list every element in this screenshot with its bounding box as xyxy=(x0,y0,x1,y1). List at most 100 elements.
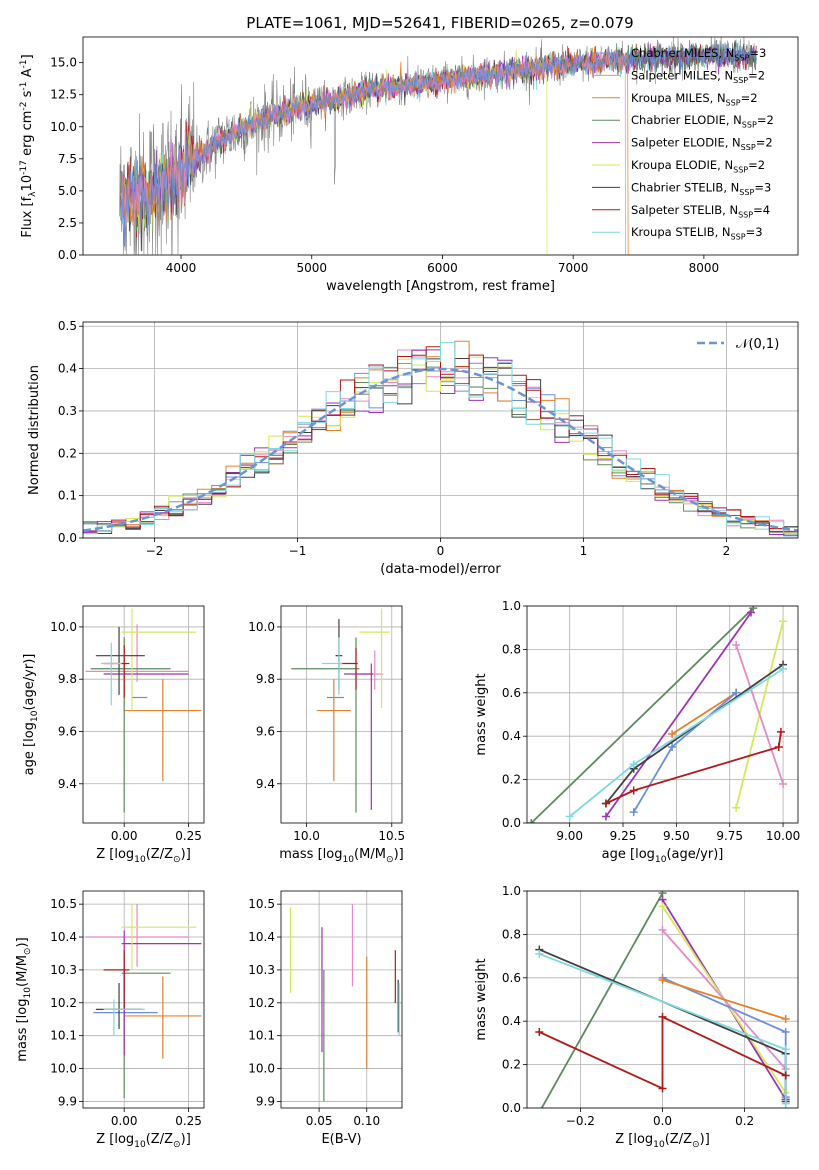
weight-marker-salpeter_miles xyxy=(658,926,667,935)
weight-line-kroupa_miles xyxy=(671,692,737,735)
age_vs_mass-x-tick-label: 10.5 xyxy=(378,829,405,843)
weight-marker-kroupa_stelib xyxy=(779,664,788,673)
label-part: (age/yr)] xyxy=(666,847,723,862)
label-part: (age/yr)] xyxy=(22,654,37,711)
label-script: 10 xyxy=(23,987,33,999)
weight-marker-kroupa_elodie xyxy=(779,617,788,626)
mass_vs_Z-y-tick-label: 10.4 xyxy=(50,930,77,944)
weight-marker-salpeter_miles xyxy=(779,779,788,788)
mass_vs_ebv-y-tick-label: 10.5 xyxy=(248,897,275,911)
spectrum-plot-area xyxy=(119,37,757,255)
residuals-x-tick-label: −1 xyxy=(289,544,307,558)
label-part: mass weight xyxy=(474,958,489,1040)
label-script: 10 xyxy=(134,855,146,865)
age_vs_mass-y-tick-label: 9.4 xyxy=(256,777,275,791)
spectrum-x-axis-label: wavelength [Angstrom, rest frame] xyxy=(326,279,555,294)
age_vs_Z-y-tick-label: 10.0 xyxy=(50,620,77,634)
age_vs_Z-y-tick-label: 9.6 xyxy=(58,724,77,738)
weight_vs_age-y-tick-label: 0.6 xyxy=(502,686,521,700)
residuals-x-axis-label: (data-model)/error xyxy=(380,562,501,577)
legend-entry-salpeter_miles: Salpeter MILES, NSSP​=2 xyxy=(631,68,765,84)
residuals-plot-area xyxy=(83,340,798,538)
residuals-axes: −2 −1 0 1 2 0.0 0.1 0.2 0.3 0.4 0.5 (data-model)/er… xyxy=(27,319,799,577)
weight-line-salpeter_stelib xyxy=(605,731,782,805)
weight-marker-kroupa_elodie xyxy=(658,902,667,911)
spectrum-y-tick-label: 12.5 xyxy=(50,88,77,102)
weight-marker-salpeter_stelib xyxy=(658,1084,667,1093)
weight_vs_Z-axes: −0.2 0.0 0.2 0.0 0.2 0.4 0.6 0.8 1.0 Z [log10​(Z/… xyxy=(474,884,799,1150)
spectrum-x-tick-label: 5000 xyxy=(296,261,327,275)
mass_vs_ebv-y-tick-label: 10.4 xyxy=(248,930,275,944)
label-part: erg cm xyxy=(20,111,35,160)
label-part: =2 xyxy=(757,113,774,127)
mass_vs_Z-frame xyxy=(82,890,205,1109)
label-part: (Z/Z xyxy=(665,1132,692,1147)
weight-marker-kroupa_elodie xyxy=(732,803,741,812)
panels: 4000 5000 6000 7000 80000.02.55.07.510.012.5… xyxy=(15,36,800,1150)
age_vs_Z-y-axis-label: age [log10​(age/yr)] xyxy=(22,654,40,776)
weight_vs_Z-x-tick-label: −0.2 xyxy=(566,1114,595,1128)
weight-line-chabrier_elodie xyxy=(530,607,754,823)
weight_vs_age-y-tick-label: 0.4 xyxy=(502,729,521,743)
residuals-y-tick-label: 0.2 xyxy=(58,446,77,460)
label-part: (M/M xyxy=(15,955,30,987)
residuals-y-tick-label: 0.1 xyxy=(58,489,77,503)
weight_vs_Z-y-tick-label: 0.8 xyxy=(502,927,521,941)
label-part: )] xyxy=(181,1132,191,1147)
weight-marker-chabrier_elodie xyxy=(527,819,536,823)
weight_vs_Z-y-tick-label: 0.0 xyxy=(502,1101,521,1115)
weight_vs_Z-y-tick-label: 0.2 xyxy=(502,1058,521,1072)
weight-marker-kroupa_miles xyxy=(781,1015,790,1024)
weight-marker-chabrier_miles xyxy=(629,808,638,817)
label-script: 10 xyxy=(655,855,667,865)
weight-line-salpeter_elodie xyxy=(605,611,752,818)
age_vs_Z-x-tick-label: 0.25 xyxy=(175,829,202,843)
spectrum-y-tick-label: 0.0 xyxy=(58,248,77,262)
weight_vs_Z-frame xyxy=(526,890,799,1109)
label-part: =2 xyxy=(756,136,773,150)
residuals-x-tick-label: 0 xyxy=(437,544,445,558)
label-part: mass weight xyxy=(474,673,489,755)
label-script: 10 xyxy=(30,710,40,722)
label-part: Z [log xyxy=(615,1132,653,1147)
weight_vs_age-y-tick-label: 1.0 xyxy=(502,599,521,613)
label-part: Kroupa STELIB, N xyxy=(631,225,731,239)
label-part: Z [log xyxy=(96,847,134,862)
legend-entry-chabrier_stelib: Chabrier STELIB, NSSP​=3 xyxy=(631,180,771,196)
label-part: Z [log xyxy=(96,1132,134,1147)
weight-marker-salpeter_stelib xyxy=(629,786,638,795)
weight-marker-salpeter_stelib xyxy=(601,799,610,808)
label-part: 10 xyxy=(20,175,35,192)
label-script: SSP xyxy=(733,165,748,174)
mass_vs_Z-axes: 0.00 0.25 9.9 10.0 10.1 10.2 10.3 10.4 10.5 Z [lo… xyxy=(15,890,205,1150)
weight_vs_Z-y-axis-label: mass weight xyxy=(474,958,489,1040)
residuals-frame xyxy=(82,321,799,539)
mass_vs_Z-x-axis-label: Z [log10​(Z/Z⊙​)] xyxy=(96,1132,191,1150)
spectrum-axes: 4000 5000 6000 7000 8000 0.0 2.5 5.0 7.5 10.0 12.5… xyxy=(19,36,799,294)
age_vs_mass-x-axis-label: mass [log10​(M/M⊙​)] xyxy=(279,847,403,865)
weight-marker-chabrier_elodie xyxy=(749,606,758,613)
residuals-y-tick-label: 0.3 xyxy=(58,404,77,418)
mass_vs_ebv-frame xyxy=(280,890,403,1109)
spectrum-model-chabrier_miles xyxy=(120,40,757,248)
mass_vs_ebv-y-tick-label: 9.9 xyxy=(256,1094,275,1108)
weight_vs_age-x-axis-label: age [log10​(age/yr)] xyxy=(602,847,724,865)
spectrum-y-tick-label: 5.0 xyxy=(58,184,77,198)
weight_vs_Z-x-tick-label: 0.2 xyxy=(735,1114,754,1128)
mass_vs_ebv-x-tick-label: 0.05 xyxy=(306,1114,333,1128)
label-script: ⊙ xyxy=(173,855,181,865)
weight_vs_age-y-tick-label: 0.8 xyxy=(502,642,521,656)
label-part: Flux [f xyxy=(20,196,35,237)
label-part: =3 xyxy=(754,180,771,194)
weight-marker-kroupa_miles xyxy=(668,730,677,739)
label-part: Salpeter MILES, N xyxy=(631,68,733,82)
weight-marker-salpeter_elodie xyxy=(601,812,610,821)
residuals-legend: 𝒩(0,1) xyxy=(697,337,779,352)
spectrum-x-tick-label: 7000 xyxy=(558,261,589,275)
label-part: s xyxy=(20,90,35,101)
label-part: Chabrier MILES, N xyxy=(631,46,734,60)
age_vs_Z-y-tick-label: 9.8 xyxy=(58,672,77,686)
residuals-y-tick-label: 0.0 xyxy=(58,531,77,545)
mass_vs_ebv-x-tick-label: 0.10 xyxy=(353,1114,380,1128)
legend-entry-normal: 𝒩(0,1) xyxy=(736,337,779,352)
